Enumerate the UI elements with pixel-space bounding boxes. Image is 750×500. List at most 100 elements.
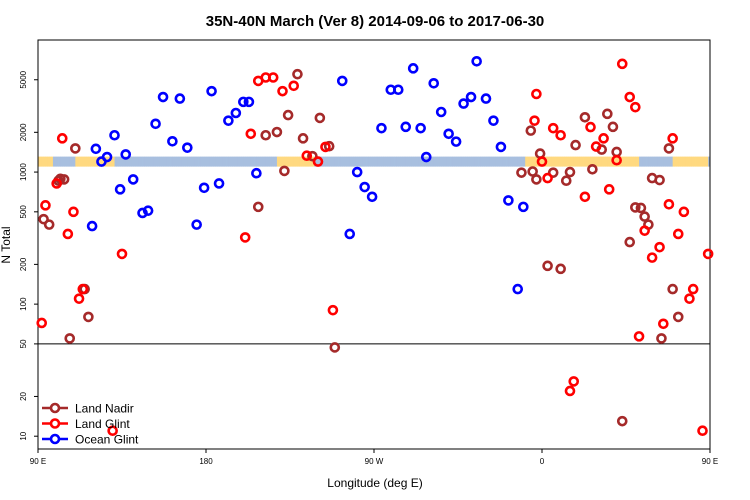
band-segment bbox=[500, 156, 504, 167]
band-segment bbox=[144, 156, 147, 167]
band-segment bbox=[278, 156, 282, 167]
band-segment bbox=[510, 156, 513, 167]
band-segment bbox=[136, 156, 140, 167]
band-segment bbox=[75, 156, 78, 167]
band-segment bbox=[340, 156, 343, 167]
band-segment bbox=[125, 156, 128, 167]
band-segment bbox=[226, 156, 229, 167]
data-point bbox=[570, 139, 581, 151]
band-segment bbox=[150, 156, 153, 167]
band-segment bbox=[583, 156, 586, 167]
band-segment bbox=[523, 156, 526, 167]
data-point bbox=[611, 146, 622, 158]
band-segment bbox=[502, 156, 506, 167]
band-segment bbox=[129, 156, 132, 167]
y-axis: 10 20 50 100 200 500 1000 2000 5000 bbox=[19, 70, 38, 441]
band-segment bbox=[359, 156, 362, 167]
band-segment bbox=[616, 156, 619, 167]
band-segment bbox=[571, 156, 575, 167]
band-segment bbox=[487, 156, 491, 167]
band-segment bbox=[637, 156, 640, 167]
band-segment bbox=[303, 156, 306, 167]
data-point bbox=[116, 248, 128, 260]
data-point bbox=[654, 241, 665, 253]
band-segment bbox=[77, 156, 80, 167]
band-segment bbox=[45, 156, 48, 167]
band-segment bbox=[431, 156, 435, 167]
band-segment bbox=[491, 156, 494, 167]
band-segment bbox=[219, 156, 222, 167]
data-point bbox=[560, 175, 572, 187]
band-segment bbox=[633, 156, 636, 167]
data-point bbox=[56, 133, 68, 144]
band-segment bbox=[476, 156, 479, 167]
data-point bbox=[86, 220, 98, 232]
data-point bbox=[547, 122, 559, 134]
band-segment bbox=[60, 156, 63, 167]
band-segment bbox=[435, 156, 438, 167]
band-segment bbox=[148, 156, 151, 167]
data-point bbox=[267, 72, 279, 83]
data-point bbox=[43, 219, 55, 230]
band-segment bbox=[161, 156, 164, 167]
band-segment bbox=[332, 156, 336, 167]
band-segment bbox=[385, 156, 388, 167]
data-point bbox=[687, 283, 699, 295]
band-segment bbox=[685, 156, 688, 167]
band-segment bbox=[88, 156, 91, 167]
band-segment bbox=[172, 156, 175, 167]
data-point bbox=[64, 333, 76, 344]
x-axis-title: Longitude (deg E) bbox=[327, 476, 422, 490]
band-segment bbox=[596, 156, 599, 167]
band-segment bbox=[407, 156, 410, 167]
band-segment bbox=[560, 156, 563, 167]
data-point bbox=[547, 167, 559, 178]
data-point bbox=[245, 128, 257, 140]
data-point bbox=[70, 143, 81, 154]
band-segment bbox=[192, 156, 196, 167]
data-point bbox=[223, 115, 234, 126]
data-point bbox=[312, 156, 324, 167]
band-segment bbox=[484, 156, 487, 167]
band-segment bbox=[112, 156, 115, 167]
data-point bbox=[77, 283, 89, 295]
y-tick-label: 5000 bbox=[19, 70, 28, 88]
band-segment bbox=[316, 156, 319, 167]
band-segment bbox=[471, 156, 474, 167]
legend-marker bbox=[49, 402, 61, 414]
band-segment bbox=[594, 156, 597, 167]
band-segment bbox=[232, 156, 235, 167]
band-segment bbox=[448, 156, 451, 167]
data-point bbox=[137, 207, 148, 219]
y-axis-title: N Total bbox=[0, 226, 13, 263]
data-point bbox=[602, 108, 613, 120]
band-segment bbox=[151, 156, 155, 167]
legend-label: Ocean Glint bbox=[75, 433, 139, 447]
data-point bbox=[120, 149, 132, 160]
band-segment bbox=[668, 156, 672, 167]
data-point bbox=[435, 106, 447, 118]
data-point bbox=[314, 112, 326, 124]
band-segment bbox=[439, 156, 442, 167]
band-segment bbox=[166, 156, 170, 167]
band-segment bbox=[258, 156, 261, 167]
band-segment bbox=[222, 156, 226, 167]
band-segment bbox=[542, 156, 545, 167]
band-segment bbox=[452, 156, 455, 167]
band-segment bbox=[179, 156, 183, 167]
band-segment bbox=[605, 156, 608, 167]
band-segment bbox=[301, 156, 304, 167]
band-segment bbox=[573, 156, 576, 167]
band-segment bbox=[248, 156, 252, 167]
band-segment bbox=[282, 156, 285, 167]
band-segment bbox=[598, 156, 601, 167]
band-segment bbox=[416, 156, 420, 167]
plot-frame bbox=[37, 39, 711, 450]
band-segment bbox=[693, 156, 696, 167]
band-segment bbox=[97, 156, 100, 167]
data-point bbox=[206, 85, 217, 97]
band-segment bbox=[506, 156, 509, 167]
band-segment bbox=[202, 156, 205, 167]
data-point bbox=[271, 126, 283, 138]
